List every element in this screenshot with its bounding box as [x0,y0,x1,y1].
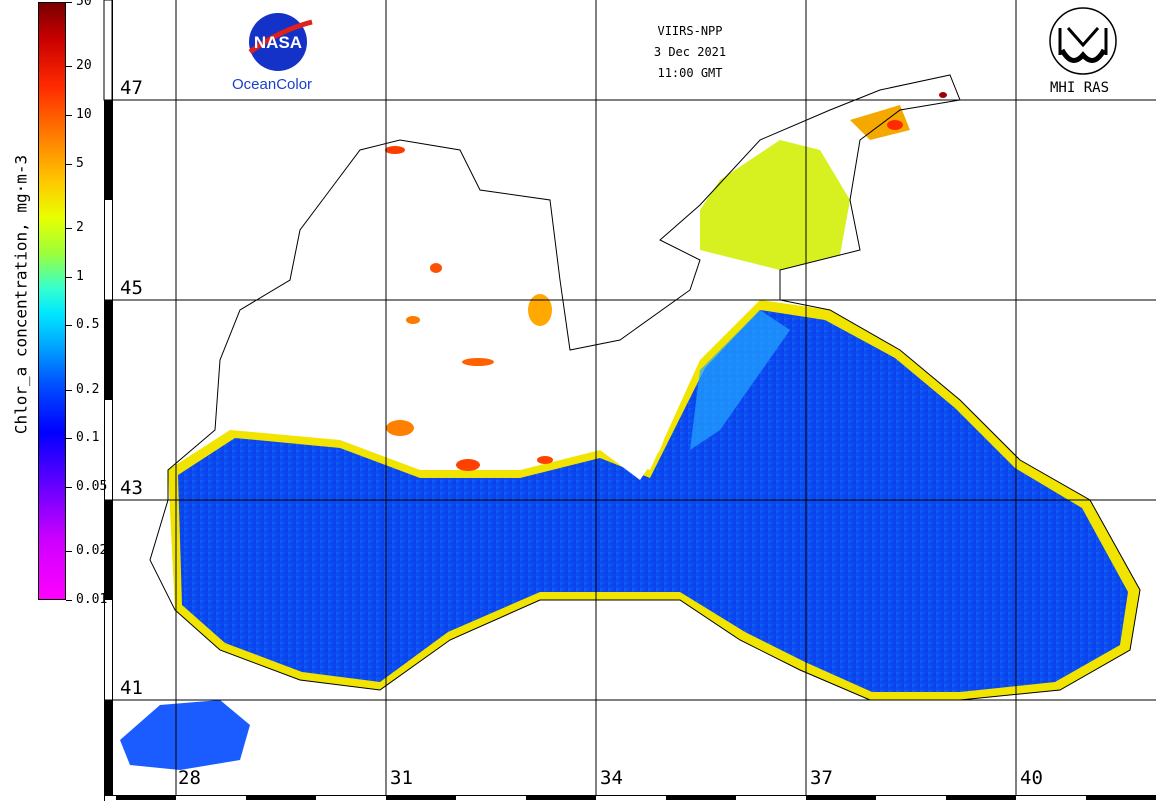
sea-surface-low-chl [178,310,1128,692]
image-time: 11:00 GMT [657,66,723,80]
colorbar-tick-label: 20 [76,58,92,74]
bloom-spots [385,92,947,471]
lon-label-37: 37 [810,767,833,789]
colorbar-tick-mark [66,66,72,68]
oceancolor-caption: OceanColor [232,76,313,93]
colorbar-tick-mark [66,163,72,165]
colorbar-tick-mark [66,600,72,601]
colorbar-tick-label: 0.5 [76,317,100,333]
colorbar-tick-mark [66,551,72,553]
nasa-meatball-icon: NASA [248,13,313,71]
sensor-name: VIIRS-NPP [657,24,723,38]
graticule [104,0,1156,795]
colorbar-tick-label: 50 [76,0,92,9]
colorbar-tick-mark [66,115,72,116]
colorbar-tick-label: 0.1 [76,430,100,446]
colorbar-tick-label: 5 [76,155,84,171]
colorbar-tick-mark [66,325,72,327]
colorbar-tick-label: 0.01 [76,592,108,607]
cloud-mask-nw [230,300,740,480]
colorbar-gradient [38,2,66,600]
colorbar-tick-label: 1 [76,268,84,284]
lon-label-31: 31 [390,767,413,789]
lon-label-34: 34 [600,767,623,789]
nasa-wordmark: NASA [254,33,302,52]
colorbar-tick-label: 0.2 [76,381,100,397]
mhi-ras-caption: MHI RAS [1050,80,1110,96]
colorbar-tick-mark [66,389,72,391]
colorbar-tick-label: 2 [76,220,84,235]
lon-label-28: 28 [178,767,201,789]
lat-label-41: 41 [120,677,143,699]
colorbar-tick-mark [66,276,72,278]
lon-label-40: 40 [1020,767,1043,789]
colorbar-tick-mark [66,2,72,3]
shelf-transition-zone [690,310,790,450]
lat-label-43: 43 [120,477,143,499]
lat-label-47: 47 [120,77,143,99]
coastline [149,74,1141,701]
image-date: 3 Dec 2021 [653,45,727,59]
lat-label-45: 45 [120,277,143,299]
map-border [103,0,1156,801]
colorbar-tick-mark [66,228,72,229]
colorbar-tick-mark [66,438,72,440]
colorbar-tick-label: 0.05 [76,478,108,494]
mhi-ras-emblem-icon [1049,7,1117,75]
colorbar-tick-label: 10 [76,107,92,122]
sea-of-marmara [120,700,250,770]
colorbar-tick-mark [66,486,72,488]
sea-of-azov [700,140,850,270]
colorbar-tick-label: 0.02 [76,543,108,559]
